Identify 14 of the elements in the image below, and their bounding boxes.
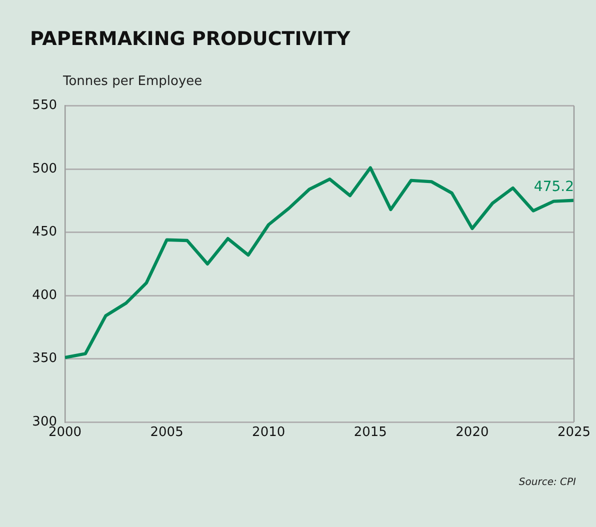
annotation: 475.2 <box>534 179 574 196</box>
y-tick-label: 500 <box>32 161 57 176</box>
y-tick-label: 350 <box>32 351 57 366</box>
y-tick-label: 550 <box>32 98 57 114</box>
x-tick-label: 2025 <box>557 425 591 440</box>
x-tick-label: 2005 <box>150 425 184 440</box>
chart-title: PAPERMAKING PRODUCTIVITY <box>30 28 350 50</box>
x-tick-label: 2020 <box>456 425 489 440</box>
x-tick-label: 2015 <box>354 425 387 440</box>
x-tick-label: 2010 <box>252 425 286 440</box>
source-note: Source: CPI <box>518 477 576 488</box>
y-tick-label: 400 <box>32 288 57 303</box>
y-axis-title: Tonnes per Employee <box>63 74 202 89</box>
y-tick-label: 450 <box>32 224 57 240</box>
